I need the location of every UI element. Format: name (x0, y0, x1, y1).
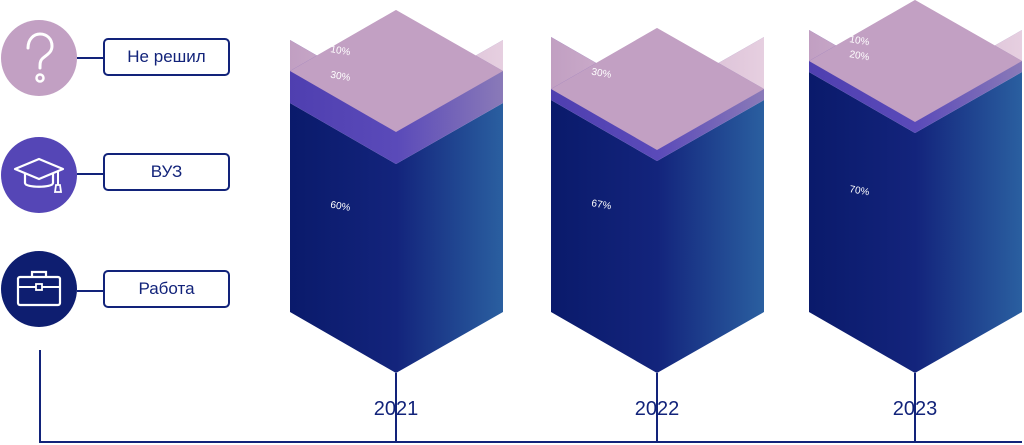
legend-connector (77, 57, 103, 59)
bar-rabota-2023 (809, 72, 1022, 373)
x-axis-line (39, 350, 1022, 443)
data-label-ВУЗ-2023: 20% (848, 49, 870, 63)
legend-circle-vuz (1, 137, 77, 213)
bar-rabota-2022 (551, 100, 764, 373)
graduation-cap-icon (13, 157, 65, 193)
legend-label-rabota: Работа (103, 270, 230, 308)
bar-rabota-2021 (290, 103, 503, 373)
legend-label-vuz: ВУЗ (103, 153, 230, 191)
x-tick-label-2023: 2023 (893, 398, 938, 420)
bar-top-2023 (809, 0, 1022, 122)
legend-label-ne-reshil: Не решил (103, 38, 230, 76)
x-tick-label-2021: 2021 (374, 398, 419, 420)
bar-top-2022 (551, 28, 764, 150)
legend-circle-ne-reshil (1, 20, 77, 96)
data-label-Работа-2023: 70% (848, 184, 870, 198)
data-label-ВУЗ-2022: 30% (590, 67, 612, 81)
question-icon (26, 32, 54, 83)
briefcase-icon (16, 270, 62, 307)
data-label-Работа-2022: 67% (590, 198, 612, 212)
x-tick-label-2022: 2022 (635, 398, 680, 420)
data-label-Не решил-2023: 10% (848, 34, 870, 48)
data-label-Не решил-2022: 3% (590, 41, 606, 54)
legend-connector (77, 290, 103, 292)
legend-connector (77, 173, 103, 175)
data-label-Не решил-2021: 10% (329, 44, 351, 58)
legend-circle-rabota (1, 251, 77, 327)
data-label-ВУЗ-2021: 30% (329, 70, 351, 84)
bar-top-2021 (290, 10, 503, 132)
data-label-Работа-2021: 60% (329, 200, 351, 214)
